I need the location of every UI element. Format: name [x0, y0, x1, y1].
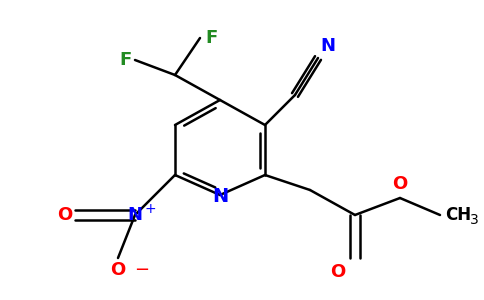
Text: N: N [320, 37, 335, 55]
Text: F: F [120, 51, 132, 69]
Text: N: N [127, 206, 142, 224]
Text: F: F [205, 29, 217, 47]
Text: N: N [212, 188, 228, 206]
Text: O: O [110, 261, 126, 279]
Text: O: O [330, 263, 345, 281]
Text: 3: 3 [470, 213, 479, 227]
Text: O: O [393, 175, 408, 193]
Text: −: − [134, 261, 149, 279]
Text: CH: CH [445, 206, 471, 224]
Text: O: O [57, 206, 72, 224]
Text: +: + [145, 202, 157, 216]
